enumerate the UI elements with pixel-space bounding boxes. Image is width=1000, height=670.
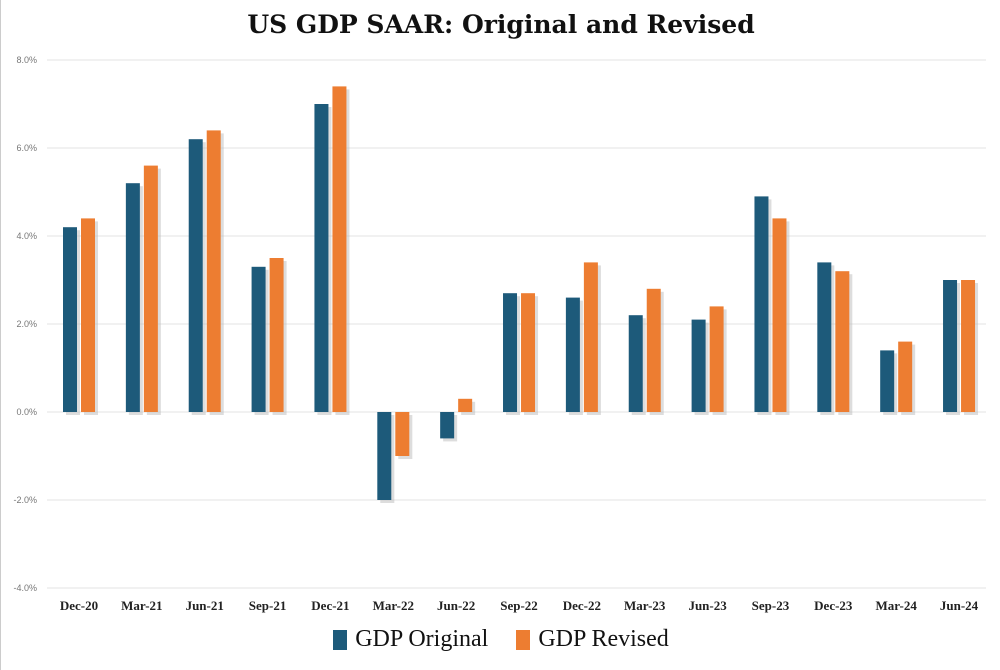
- x-tick-label: Jun-24: [940, 598, 979, 613]
- x-tick-label: Jun-23: [688, 598, 727, 613]
- bar-revised: [458, 398, 473, 412]
- bar-original: [503, 293, 518, 412]
- x-tick-label: Dec-21: [311, 598, 349, 613]
- bar-revised: [835, 271, 850, 412]
- y-tick-label: 6.0%: [16, 143, 37, 153]
- bar-revised: [709, 306, 724, 412]
- bar-original: [377, 412, 392, 500]
- legend: GDP Original GDP Revised: [1, 626, 1000, 653]
- bar-revised: [583, 262, 598, 412]
- bar-revised: [961, 280, 976, 412]
- legend-swatch-revised: [516, 629, 531, 650]
- x-tick-label: Mar-24: [875, 598, 917, 613]
- x-tick-label: Dec-20: [60, 598, 98, 613]
- bar-original: [628, 315, 643, 412]
- bar-revised: [332, 86, 347, 413]
- x-tick-label: Sep-22: [500, 598, 538, 613]
- y-tick-label: 4.0%: [16, 231, 37, 241]
- bar-original: [63, 227, 77, 412]
- bar-original: [880, 350, 895, 412]
- plot-area: -4.0% -2.0% 0.0% 2.0% 4.0% 6.0% 8.0% Dec-20 Mar-…: [13, 55, 986, 613]
- bar-revised: [143, 165, 158, 412]
- x-tick-label: Mar-21: [121, 598, 162, 613]
- x-tick-label: Jun-22: [437, 598, 475, 613]
- bar-revised: [269, 258, 284, 412]
- x-tick-label: Sep-21: [249, 598, 287, 613]
- bar-revised: [898, 341, 913, 412]
- y-tick-label: -4.0%: [13, 583, 37, 593]
- x-tick-label: Dec-22: [563, 598, 601, 613]
- bar-revised: [772, 218, 787, 412]
- x-tick-label: Mar-22: [373, 598, 414, 613]
- legend-item-revised: GDP Revised: [516, 626, 669, 653]
- legend-label-revised: GDP Revised: [538, 626, 669, 652]
- x-tick-label: Dec-23: [814, 598, 853, 613]
- legend-swatch-original: [333, 629, 348, 650]
- y-tick-label: 0.0%: [16, 407, 37, 417]
- y-tick-label: -2.0%: [13, 495, 37, 505]
- legend-label-original: GDP Original: [355, 626, 489, 652]
- bar-original: [251, 266, 266, 412]
- bar-original: [943, 280, 958, 412]
- bar-revised: [206, 130, 221, 412]
- bar-original: [691, 319, 706, 412]
- bar-original: [440, 412, 455, 439]
- bar-original: [817, 262, 832, 412]
- bar-revised: [81, 218, 95, 412]
- chart-title: US GDP SAAR: Original and Revised: [247, 10, 755, 39]
- x-tick-label: Mar-23: [624, 598, 666, 613]
- bar-original: [314, 104, 329, 412]
- x-tick-label: Jun-21: [186, 598, 224, 613]
- y-tick-label: 2.0%: [16, 319, 37, 329]
- bar-original: [125, 183, 140, 412]
- bar-revised: [395, 412, 410, 456]
- x-tick-label: Sep-23: [752, 598, 790, 613]
- bar-revised: [646, 288, 661, 412]
- bar-original: [565, 297, 580, 412]
- y-tick-label: 8.0%: [16, 55, 37, 65]
- legend-item-original: GDP Original: [333, 626, 488, 653]
- bar-original: [188, 139, 203, 412]
- bar-original: [754, 196, 769, 412]
- bar-revised: [521, 293, 536, 412]
